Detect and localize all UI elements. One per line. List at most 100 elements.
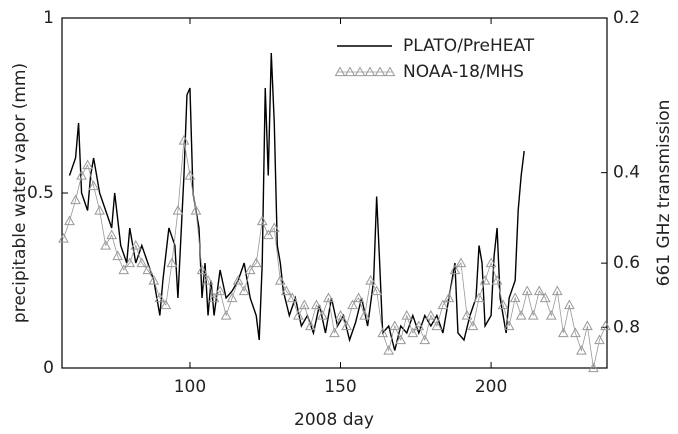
data-marker	[576, 344, 587, 355]
data-marker	[503, 320, 515, 331]
data-marker	[293, 309, 304, 320]
data-marker	[551, 285, 563, 296]
data-marker	[214, 285, 226, 296]
data-marker	[190, 204, 202, 215]
data-marker	[136, 257, 148, 268]
data-marker	[582, 320, 593, 331]
data-marker	[419, 334, 431, 345]
legend-marker	[354, 66, 366, 77]
data-marker	[106, 229, 118, 240]
data-marker	[305, 320, 316, 331]
y2-tick-label: 0.8	[613, 317, 640, 337]
data-marker	[76, 169, 87, 180]
data-marker	[401, 309, 413, 320]
data-marker	[286, 292, 298, 303]
data-marker	[317, 309, 328, 320]
data-marker	[202, 274, 214, 285]
data-marker	[455, 257, 467, 268]
data-marker	[588, 362, 599, 373]
data-marker	[359, 309, 370, 320]
data-marker	[250, 257, 262, 268]
data-marker	[299, 299, 310, 310]
y-axis-label: precipitable water vapor (mm)	[10, 63, 30, 323]
data-marker	[112, 250, 124, 261]
data-marker	[268, 222, 280, 233]
data-marker	[100, 239, 112, 250]
y2-axis-label: 661 GHz transmission	[654, 100, 674, 287]
legend-marker	[334, 66, 346, 77]
x-tick-label: 150	[324, 377, 356, 397]
data-marker	[148, 274, 160, 285]
plot-frame	[61, 17, 608, 369]
data-marker	[58, 232, 69, 243]
data-marker	[172, 204, 184, 215]
data-marker	[232, 274, 244, 285]
data-marker	[220, 309, 232, 320]
legend-label: PLATO/PreHEAT	[403, 36, 535, 56]
data-marker	[485, 257, 497, 268]
legend-label: NOAA-18/MHS	[403, 62, 524, 82]
data-marker	[491, 274, 503, 285]
data-marker	[515, 309, 527, 320]
data-marker	[262, 229, 274, 240]
data-marker	[311, 299, 322, 310]
data-marker	[533, 285, 545, 296]
data-marker	[467, 320, 479, 331]
data-marker	[473, 292, 485, 303]
data-marker	[280, 285, 292, 296]
data-marker	[443, 292, 455, 303]
data-marker	[70, 194, 81, 205]
data-marker	[389, 320, 401, 331]
data-marker	[431, 320, 443, 331]
y2-tick-label: 0.2	[613, 8, 640, 28]
data-marker	[570, 327, 581, 338]
data-marker	[449, 264, 461, 275]
y2-tick-label: 0.6	[613, 253, 640, 273]
legend-marker	[364, 66, 376, 77]
data-marker	[425, 309, 437, 320]
x-tick-label: 100	[174, 377, 206, 397]
legend-marker	[344, 66, 356, 77]
data-marker	[395, 334, 407, 345]
data-marker	[244, 264, 256, 275]
data-marker	[118, 264, 130, 275]
data-marker	[371, 285, 383, 296]
data-marker	[539, 292, 551, 303]
x-tick-label: 200	[475, 377, 507, 397]
data-marker	[323, 292, 334, 303]
data-marker	[437, 299, 449, 310]
x-axis-label: 2008 day	[294, 410, 374, 430]
data-marker	[347, 299, 358, 310]
data-marker	[130, 239, 142, 250]
data-marker	[226, 292, 238, 303]
data-marker	[329, 327, 340, 338]
data-marker	[160, 299, 172, 310]
data-marker	[88, 180, 99, 191]
data-marker	[407, 327, 419, 338]
data-marker	[497, 299, 509, 310]
data-marker	[353, 292, 364, 303]
data-marker	[594, 334, 605, 345]
series-line	[68, 52, 525, 351]
y-tick-label: 0.5	[27, 183, 54, 203]
data-marker	[166, 257, 178, 268]
data-marker	[274, 274, 286, 285]
data-marker	[208, 292, 220, 303]
data-marker	[365, 274, 376, 285]
data-marker	[377, 327, 389, 338]
legend-marker	[384, 66, 396, 77]
data-marker	[335, 309, 346, 320]
data-marker	[256, 215, 268, 226]
data-marker	[564, 299, 575, 310]
data-marker	[154, 292, 166, 303]
y-tick-label: 1	[43, 8, 54, 28]
y2-tick-label: 0.4	[613, 163, 640, 183]
data-marker	[178, 134, 190, 145]
data-marker	[196, 264, 208, 275]
data-marker	[124, 257, 136, 268]
data-marker	[557, 327, 569, 338]
y-tick-label: 0	[43, 358, 54, 378]
data-marker	[600, 320, 611, 331]
legend-marker	[374, 66, 386, 77]
